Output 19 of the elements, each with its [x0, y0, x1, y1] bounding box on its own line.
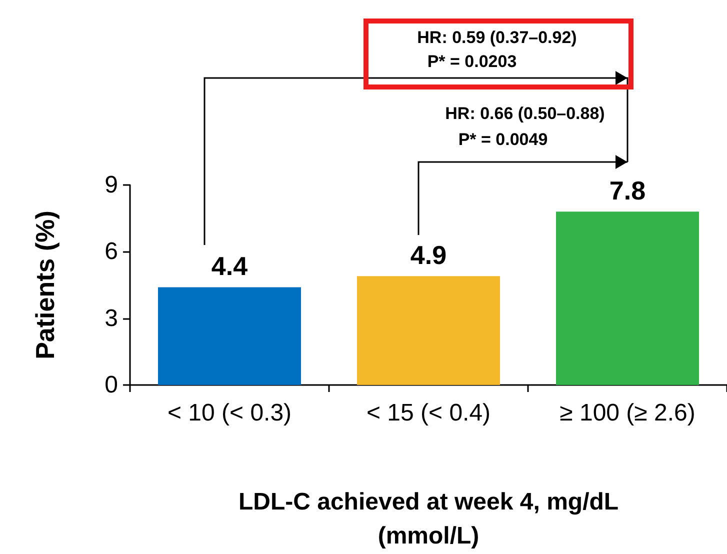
y-tick-label: 9 [104, 172, 118, 198]
y-axis-title: Patients (%) [30, 210, 60, 360]
data-label: 4.9 [410, 240, 447, 270]
y-tick-label: 0 [104, 372, 118, 398]
bar [357, 276, 500, 385]
y-tick-label: 3 [104, 304, 118, 332]
y-tick-label: 6 [104, 238, 118, 266]
bar [556, 212, 699, 385]
text: P* = 0.0049 [458, 130, 548, 150]
x-axis-title: LDL-C achieved at week 4, mg/dL (mmol/L) [238, 488, 619, 550]
x-tick-label: < 10 (< 0.3) [167, 400, 292, 426]
x-tick-label: < 15 (< 0.4) [366, 400, 491, 426]
text: HR: 0.59 (0.37–0.92) [417, 28, 577, 48]
data-label: 7.8 [609, 176, 646, 206]
x-tick-label: ≥ 100 (≥ 2.6) [560, 400, 696, 426]
text: HR: 0.66 (0.50–0.88) [445, 104, 605, 124]
data-label: 4.4 [211, 251, 248, 282]
bar [158, 287, 301, 385]
text: P* = 0.0203 [427, 52, 517, 72]
